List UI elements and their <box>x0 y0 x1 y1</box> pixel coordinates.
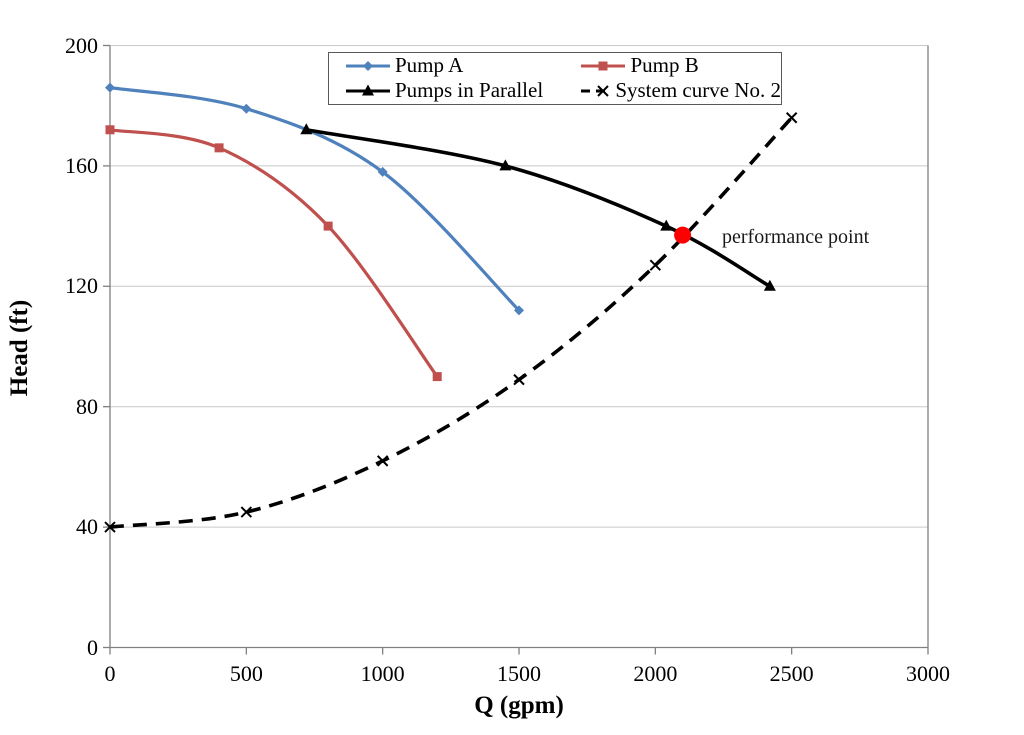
legend-label: Pumps in Parallel <box>395 78 544 102</box>
x-tick-label-2000: 2000 <box>633 660 678 686</box>
legend-label: System curve No. 2 <box>615 78 781 102</box>
legend-item-system-curve-no-2: System curve No. 2 <box>580 78 781 103</box>
x-axis-title: Q (gpm) <box>474 692 564 719</box>
x-tick-label-500: 500 <box>229 660 263 686</box>
x-tick-label-2500: 2500 <box>769 660 814 686</box>
legend: Pump A Pump B Pumps in Parallel System curv… <box>328 52 782 105</box>
x-tick-label-1500: 1500 <box>497 660 541 686</box>
legend-sample-x <box>581 84 612 97</box>
legend-label: Pump B <box>630 53 699 77</box>
y-tick-label-0: 0 <box>87 634 98 660</box>
legend-item-pump-b: Pump B <box>580 53 781 78</box>
y-tick-label-160: 160 <box>65 152 98 178</box>
y-tick-label-40: 40 <box>76 514 98 540</box>
x-tick-label-0: 0 <box>104 660 116 686</box>
legend-item-pump-a: Pump A <box>345 53 580 78</box>
y-tick-label-200: 200 <box>65 32 98 58</box>
performance-point-label: performance point <box>722 226 870 248</box>
legend-sample-square <box>581 61 626 70</box>
legend-sample-triangle <box>346 84 390 95</box>
legend-label: Pump A <box>395 53 464 77</box>
legend-item-pumps-in-parallel: Pumps in Parallel <box>345 78 580 103</box>
legend-sample-diamond <box>346 60 390 71</box>
x-tick-label-3000: 3000 <box>906 660 950 686</box>
y-tick-label-80: 80 <box>76 393 98 419</box>
y-axis-title: Head (ft) <box>6 299 33 397</box>
x-tick-label-1000: 1000 <box>360 660 405 686</box>
y-tick-label-120: 120 <box>65 273 98 299</box>
